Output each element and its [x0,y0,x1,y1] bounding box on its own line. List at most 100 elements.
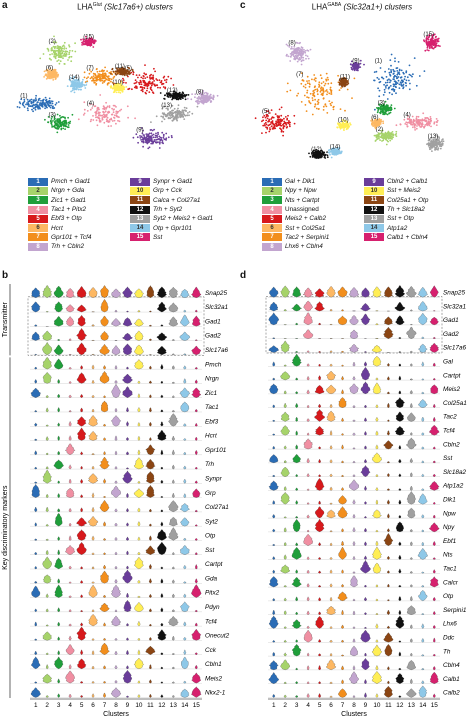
b-row-otp [30,527,202,541]
c-cell-point [328,100,331,102]
c-cell-point [382,103,385,106]
c-cell-point [388,136,390,139]
a-cell-point [127,66,130,69]
a-cell-point [198,100,200,103]
c-cell-point [379,67,382,69]
a-cell-point [65,125,68,128]
c-cell-point [393,80,396,83]
b-violin [114,466,118,470]
c-cell-point [263,114,266,117]
a-cell-point [159,141,161,143]
panel-label-c: c [240,0,246,11]
c-cell-point [383,91,386,94]
d-violin [269,286,279,298]
d-violin [432,337,436,339]
a-cell-point [105,115,108,118]
d-violin [272,337,276,339]
a-cell-point [151,82,153,85]
c-cell-point [314,88,317,91]
c-cell-point [439,145,441,148]
c-cell-point [441,139,443,141]
b-violin [91,465,95,470]
b-violin [80,681,84,684]
c-cell-point [326,76,329,79]
c-cell-point [416,119,419,122]
c-cell-point [392,133,394,136]
c-cell-point [434,39,437,41]
a-cluster-label-2: (2) [49,39,56,45]
a-cluster-label-6: (6) [46,65,53,71]
a-cluster-9 [132,127,173,150]
b-violin [194,379,198,384]
b-violin [99,642,110,655]
a-cell-point [57,54,60,56]
a-cell-point [99,79,102,82]
b-violin [57,578,60,584]
c-cell-point [383,88,386,91]
b-violin [157,629,167,641]
a-cell-point [176,112,179,115]
a-cell-point [115,122,117,125]
b-violin [68,507,72,513]
b-row-snap25 [30,285,202,298]
c-cell-point [408,73,411,76]
c-cell-point [440,145,443,148]
b-row-ebf3 [30,413,202,427]
c-cell-point [286,90,289,93]
b-violin [179,331,191,341]
c-cell-point [282,130,285,133]
c-cell-point [346,127,349,130]
a-cell-point [43,102,46,105]
a-cluster-label-12: (12) [167,88,178,94]
a-cell-point [95,40,97,42]
a-cell-point [66,85,69,87]
b-violin [34,566,37,570]
c-cell-point [293,50,296,52]
b-violin [103,594,106,598]
a-cell-point [83,71,86,74]
c-cell-point [333,147,336,150]
a-cell-point [143,80,146,82]
c-cell-point [344,109,346,112]
a-cell-point [155,132,157,135]
a-cell-point [108,120,111,123]
c-cell-point [422,112,425,115]
b-violin [183,581,187,584]
a-cell-point [111,107,113,110]
b-gene-label-pitx2: Pitx2 [205,590,220,597]
b-violin [103,437,106,441]
b-row-gda [30,569,202,584]
d-row-slc32a1 [268,300,440,312]
c-cell-point [378,89,381,92]
c-cell-point [275,125,278,127]
b-row-nrgn [30,370,202,384]
c-cluster-label-2: (2) [376,127,383,133]
c-cell-point [330,93,332,95]
c-cell-point [340,81,343,84]
c-cell-point [393,70,396,73]
a-cell-point [144,139,147,142]
c-cell-point [311,99,314,102]
c-cell-point [388,71,391,74]
a-cell-point [64,128,66,130]
a-cell-point [102,73,104,76]
a-cluster-label-7: (7) [86,66,93,72]
c-cell-point [303,94,306,97]
b-violin [171,593,175,598]
c-cell-point [392,136,394,139]
a-cell-point [180,115,183,118]
a-cell-point [71,50,74,52]
b-violin [194,509,198,513]
b-violin [91,552,95,555]
c-cell-point [379,132,382,135]
c-cell-point [319,154,322,157]
b-violin [102,552,107,555]
a-cell-point [110,73,112,75]
c-cell-point [412,126,414,129]
a-cell-point [59,56,62,59]
b-violin [137,310,141,313]
b-violin [126,565,129,570]
a-legend-label-13: Syt2 + Meis2 + Gad1 [153,215,214,223]
d-violin [314,301,325,312]
a-cell-point [153,139,156,141]
